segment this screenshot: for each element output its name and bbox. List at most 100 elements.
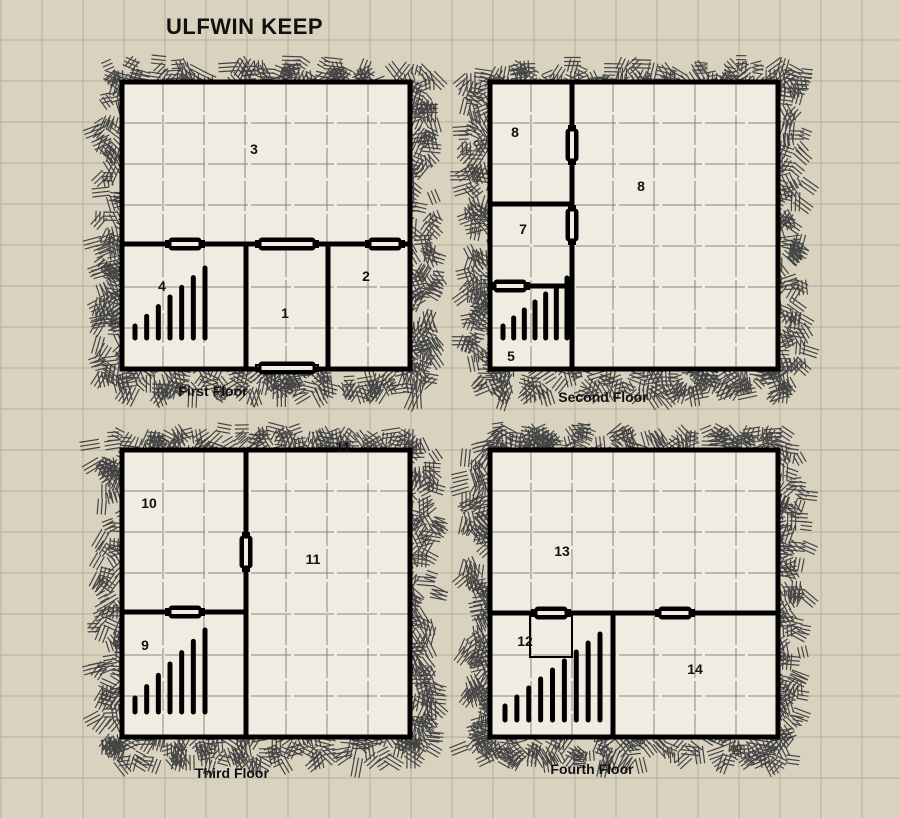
rubble-hatching (337, 755, 353, 766)
rubble-hatching (789, 254, 799, 264)
rubble-hatching (214, 750, 223, 761)
rubble-hatching (97, 344, 109, 362)
rubble-hatching (424, 641, 434, 659)
rubble-hatching (551, 375, 563, 389)
rubble-hatching (473, 385, 490, 393)
rubble-hatching (381, 427, 401, 432)
rubble-hatching (566, 58, 572, 72)
rubble-hatching (612, 379, 619, 399)
rubble-hatching (101, 459, 111, 471)
rubble-hatching (255, 389, 263, 406)
rubble-hatching (317, 386, 328, 404)
rubble-hatching (233, 59, 244, 77)
rubble-hatching (481, 250, 484, 266)
rubble-hatching (423, 326, 439, 333)
rubble-hatching (343, 375, 355, 378)
rubble-hatching (789, 284, 800, 301)
rubble-hatching (782, 78, 790, 87)
rubble-hatching (101, 118, 108, 129)
rubble-hatching (361, 384, 371, 403)
rubble-hatching (109, 578, 122, 594)
rubble-hatching (428, 736, 440, 739)
rubble-hatching (322, 751, 336, 756)
rubble-hatching (468, 290, 474, 303)
rubble-hatching (110, 116, 115, 128)
rubble-hatching (649, 385, 654, 401)
rubble-hatching (355, 394, 373, 402)
rubble-hatching (315, 374, 329, 383)
rubble-hatching (412, 693, 417, 711)
rubble-hatching (365, 740, 385, 749)
rubble-hatching (360, 742, 370, 751)
rubble-hatching (734, 382, 750, 389)
rubble-hatching (406, 370, 409, 382)
rubble-hatching (786, 257, 796, 267)
rubble-hatching (317, 378, 331, 387)
rubble-hatching (105, 685, 108, 702)
rubble-hatching (418, 338, 429, 346)
rubble-hatching (737, 391, 757, 397)
rubble-hatching (91, 317, 105, 322)
rubble-hatching (118, 384, 138, 389)
rubble-hatching (570, 59, 576, 73)
rubble-hatching (125, 56, 140, 64)
rubble-hatching (114, 310, 119, 325)
rubble-hatching (218, 758, 229, 763)
rubble-hatching (288, 749, 303, 756)
rubble-hatching (320, 369, 327, 384)
rubble-hatching (110, 491, 114, 504)
rubble-hatching (475, 377, 485, 387)
rubble-hatching (664, 62, 675, 75)
rubble-hatching (302, 384, 316, 389)
rubble-hatching (427, 153, 437, 165)
rubble-hatching (84, 714, 101, 724)
rubble-hatching (796, 557, 801, 572)
rubble-hatching (703, 372, 709, 390)
rubble-hatching (363, 370, 370, 387)
rubble-hatching (789, 633, 805, 643)
rubble-hatching (410, 516, 421, 524)
rubble-hatching (468, 182, 480, 195)
rubble-hatching (792, 74, 812, 80)
rubble-hatching (218, 65, 239, 69)
rubble-hatching (108, 597, 119, 605)
rubble-hatching (452, 129, 472, 133)
rubble-hatching (104, 272, 121, 280)
rubble-hatching (474, 354, 480, 371)
rubble-hatching (296, 395, 311, 405)
rubble-hatching (240, 750, 246, 767)
rubble-hatching (480, 138, 489, 152)
rubble-hatching (803, 358, 807, 369)
rubble-hatching (780, 607, 790, 622)
rubble-hatching (668, 378, 676, 392)
rubble-hatching (189, 737, 198, 747)
rubble-hatching (471, 164, 480, 182)
rubble-hatching (627, 59, 640, 71)
rubble-hatching (775, 371, 787, 381)
rubble-hatching (151, 758, 158, 773)
rubble-hatching (412, 630, 421, 645)
rubble-hatching (430, 190, 438, 204)
rubble-hatching (82, 124, 98, 132)
rubble-hatching (240, 436, 250, 444)
rubble-hatching (117, 374, 120, 388)
rubble-hatching (778, 157, 789, 171)
rubble-hatching (631, 376, 645, 379)
rubble-hatching (261, 60, 264, 75)
rubble-hatching (104, 149, 119, 162)
rubble-hatching (694, 373, 711, 388)
rubble-hatching (400, 66, 414, 83)
rubble-hatching (421, 534, 441, 539)
rubble-hatching (416, 579, 436, 583)
rubble-hatching (92, 138, 112, 147)
rubble-hatching (798, 183, 815, 196)
rubble-hatching (460, 312, 475, 317)
rubble-hatching (628, 752, 642, 756)
rubble-hatching (778, 552, 793, 556)
rubble-hatching (306, 746, 316, 757)
rubble-hatching (423, 465, 441, 469)
rubble-hatching (519, 381, 530, 395)
rubble-hatching (195, 388, 198, 408)
rubble-hatching (433, 521, 449, 531)
rubble-hatching (415, 68, 427, 81)
